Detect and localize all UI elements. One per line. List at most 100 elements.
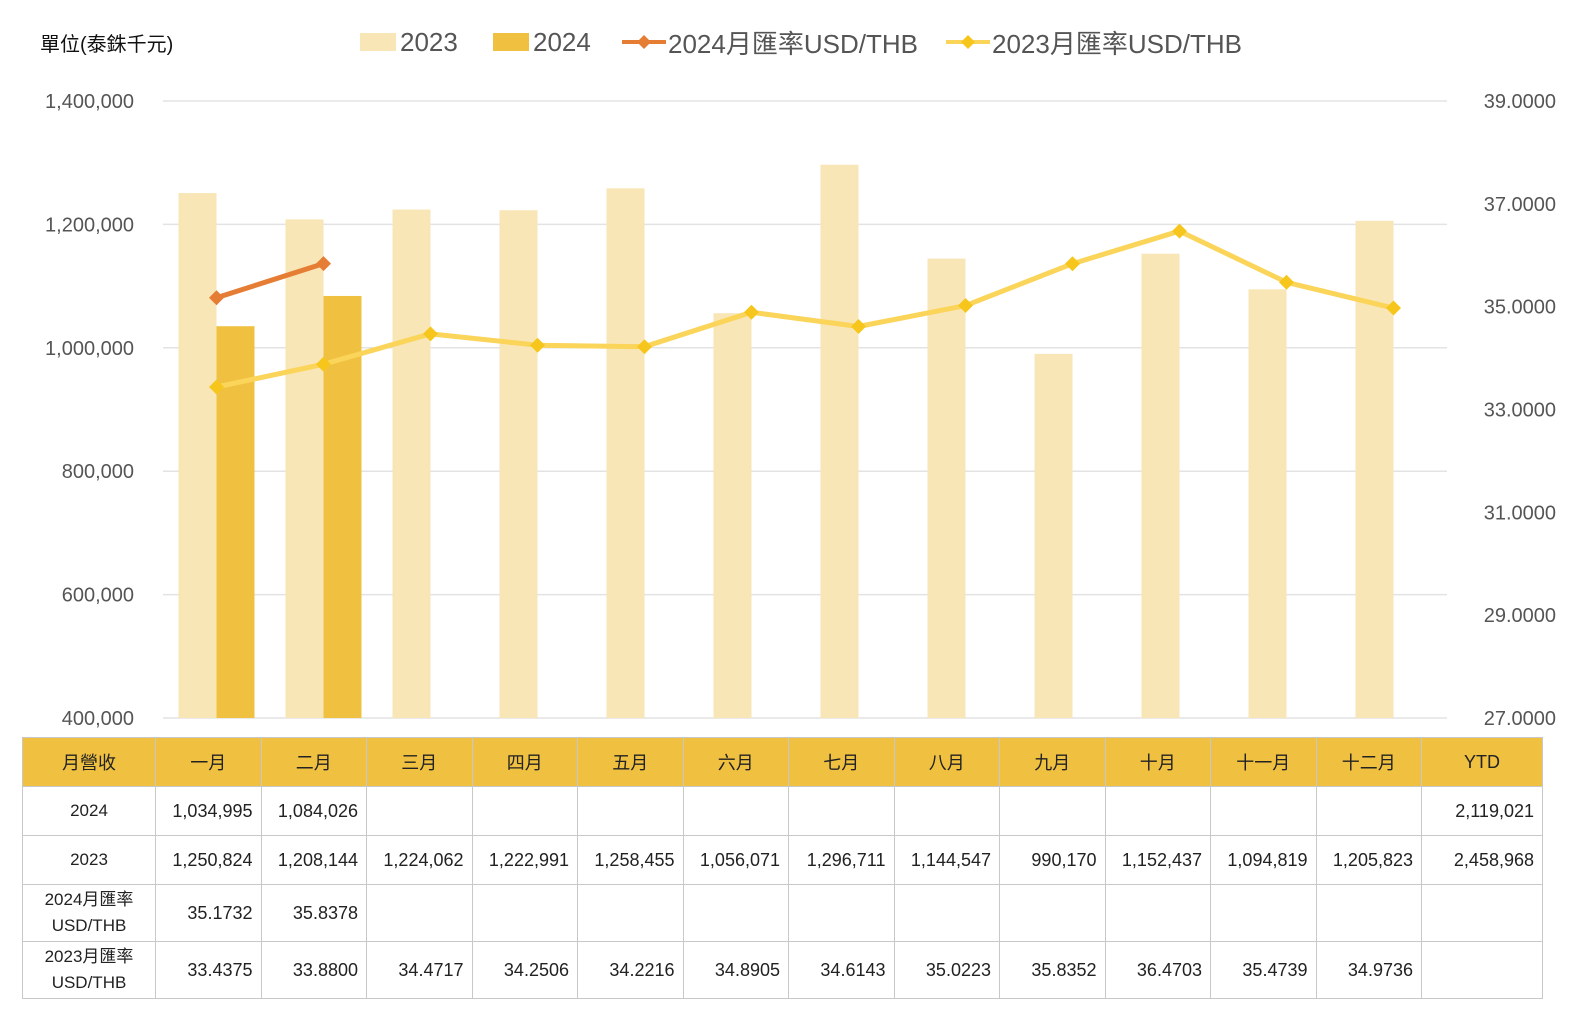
table-cell: 34.8905 [682,941,789,999]
table-cell: 1,296,711 [788,835,895,885]
bar-2023 [499,210,538,719]
table-cell [366,884,473,942]
bar-2023 [1355,220,1394,719]
y-right-tick-label: 31.0000 [1484,502,1556,524]
revenue-table: 月營收 一月 二月 三月 四月 五月 六月 七月 八月 九月 十月 十一月 十二月 YTD 2024 1,0… [22,737,1543,999]
bar-2023 [1141,253,1180,718]
table-cell: 35.1732 [155,884,262,942]
rate-2023-point [958,298,973,314]
table-row: 2024 1,034,995 1,084,026 2,119,021 [22,786,1543,836]
table-cell: 1,205,823 [1315,835,1422,885]
table-cell [999,884,1106,942]
rate-2023-point [851,318,866,334]
table-cell: 35.8352 [999,941,1106,999]
table-cell: 35.4739 [1210,941,1317,999]
table-cell: 34.2216 [577,941,684,999]
table-row-label: 2024 [22,786,156,836]
row-label-line-2: USD/THB [51,916,127,935]
table-cell [1104,786,1211,836]
bar-2023 [285,219,324,718]
table-cell [577,786,684,836]
table-cell [366,786,473,836]
rate-2023-point [1065,256,1080,272]
unit-label: 單位(泰銖千元) [40,34,174,56]
table-cell [893,786,1000,836]
table-column-header: YTD [1421,737,1543,787]
table-column-header: 八月 [893,737,1000,787]
table-column-header: 二月 [260,737,367,787]
table-cell: 34.9736 [1315,941,1422,999]
table-cell [682,786,789,836]
table-column-header: 六月 [682,737,789,787]
table-cell [471,786,578,836]
rate-2023-point [637,339,652,355]
legend-label-2024: 2024 [533,26,591,57]
table-cell [788,884,895,942]
table-cell [1421,884,1543,942]
table-cell: 33.8800 [260,941,367,999]
table-column-header: 三月 [366,737,473,787]
y-right-tick-label: 35.0000 [1484,297,1556,319]
bar-2023 [1034,353,1073,718]
table-column-header: 一月 [155,737,262,787]
legend-label-rate-2023: 2023月匯率USD/THB [992,28,1242,59]
table-cell: 35.0223 [893,941,1000,999]
table-cell [1104,884,1211,942]
table-column-header: 四月 [471,737,578,787]
y-left-tick-label: 600,000 [62,585,134,607]
rate-2023-point [316,356,331,372]
y-right-tick-label: 37.0000 [1484,194,1556,216]
table-cell: 1,144,547 [893,835,1000,885]
table-column-header: 五月 [577,737,684,787]
y-right-tick-label: 33.0000 [1484,400,1556,422]
table-cell: 1,208,144 [260,835,367,885]
legend-swatch-2023 [360,33,396,51]
rate-2024-point [209,290,224,306]
rate-2024-line [215,261,325,301]
rate-2024-point [316,256,331,272]
table-cell [471,884,578,942]
table-cell: 34.4717 [366,941,473,999]
y-left-tick-label: 400,000 [62,708,134,730]
rate-2023-line [215,228,1395,390]
table-column-header: 十二月 [1315,737,1422,787]
table-cell: 33.4375 [155,941,262,999]
table-row: 2023 1,250,824 1,208,144 1,224,062 1,222,991… [22,835,1543,885]
y-right-tick-label: 29.0000 [1484,605,1556,627]
legend-item-rate-2023: 2023月匯率USD/THB [946,24,1242,60]
table-cell: 1,056,071 [682,835,789,885]
table-cell [999,786,1106,836]
y-left-tick-label: 1,400,000 [45,91,134,113]
table-cell: 1,094,819 [1210,835,1317,885]
bar-2023 [392,209,431,718]
row-label-line-1: 2024月匯率 [44,890,134,909]
legend-item-2024: 2024 [493,24,591,60]
table-cell: 2,119,021 [1421,786,1543,836]
table-cell: 35.8378 [260,884,367,942]
table-column-header: 九月 [999,737,1106,787]
legend-swatch-2024 [493,33,529,51]
table-cell [1210,884,1317,942]
y-left-tick-label: 1,200,000 [45,214,134,236]
legend-label-2023: 2023 [400,26,458,57]
table-header-row: 月營收 一月 二月 三月 四月 五月 六月 七月 八月 九月 十月 十一月 十二月 YTD [22,737,1543,787]
table-cell [788,786,895,836]
y-right-tick-label: 39.0000 [1484,91,1556,113]
table-cell [893,884,1000,942]
table-cell: 34.2506 [471,941,578,999]
rate-2023-point [1172,223,1187,239]
combo-chart: 400,000 600,000 800,000 1,000,000 1,200,000 1… [45,91,1556,730]
table-cell [577,884,684,942]
legend-line-rate-2024 [622,35,666,49]
bar-2023 [820,164,859,718]
row-label-line-2: USD/THB [51,973,127,992]
bar-2024 [216,326,255,718]
bar-2024 [323,295,362,718]
table-corner-header: 月營收 [22,737,156,787]
table-row-label: 2023月匯率 USD/THB [22,941,156,999]
table-cell: 1,222,991 [471,835,578,885]
y-left-tick-label: 1,000,000 [45,338,134,360]
bar-2023 [713,313,752,718]
bar-2023 [178,193,217,718]
table-cell: 1,084,026 [260,786,367,836]
